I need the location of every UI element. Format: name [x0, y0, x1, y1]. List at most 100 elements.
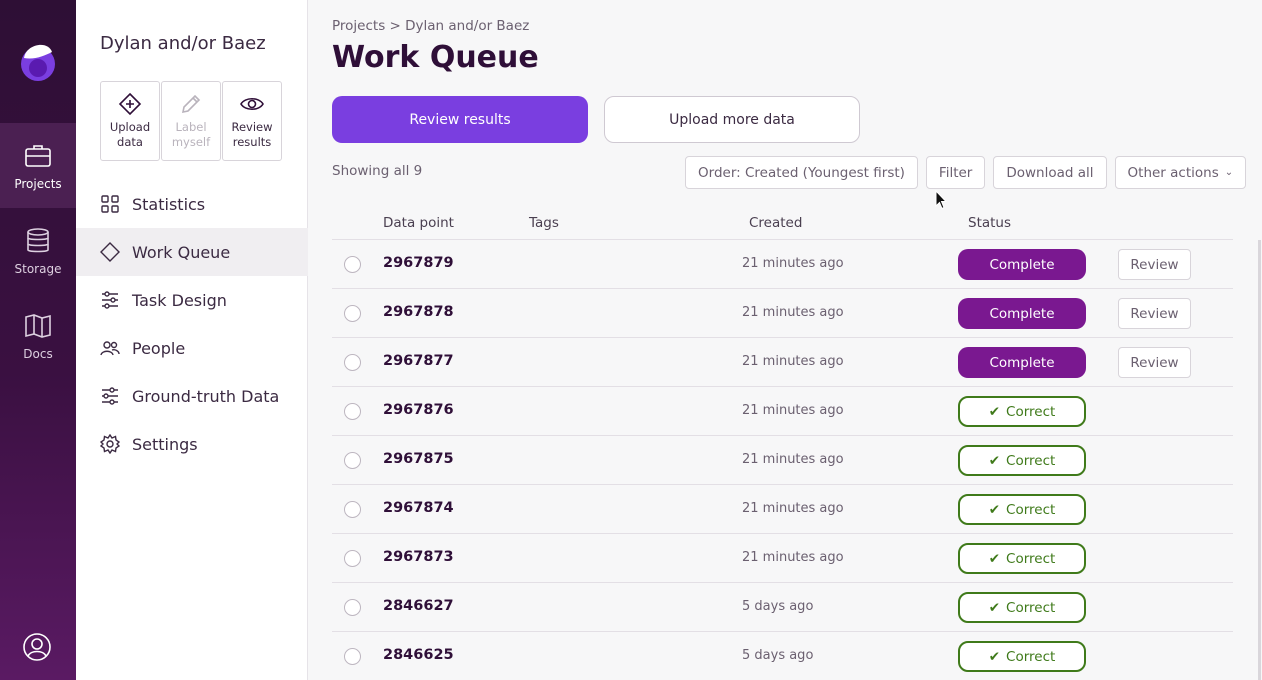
nav-label: Statistics: [132, 194, 206, 214]
table-row[interactable]: 2967876 21 minutes ago ✔ Correct: [332, 387, 1233, 436]
sliders-icon: [102, 387, 118, 405]
filter-button[interactable]: Filter: [925, 156, 986, 189]
upload-more-data-button[interactable]: Upload more data: [604, 96, 860, 143]
breadcrumb[interactable]: Projects > Dylan and/or Baez: [332, 18, 530, 34]
label-myself-button[interactable]: Label myself: [161, 81, 221, 161]
review-results-tool-button[interactable]: Review results: [222, 81, 282, 161]
eye-icon: [240, 97, 264, 111]
check-icon: ✔: [988, 550, 1001, 567]
nav-label: People: [132, 338, 186, 358]
table-row[interactable]: 2967873 21 minutes ago ✔ Correct: [332, 534, 1233, 583]
tool-label: Label myself: [171, 120, 211, 149]
created-time: 5 days ago: [742, 648, 814, 663]
rail-item-projects[interactable]: Projects: [0, 123, 76, 208]
nav-label: Work Queue: [132, 242, 231, 262]
data-point-id[interactable]: 2967878: [383, 304, 454, 320]
status-label: Correct: [1006, 501, 1056, 518]
table-row[interactable]: 2967877 21 minutes ago Complete Review: [332, 338, 1233, 387]
app-rail: Projects Storage Docs: [0, 0, 76, 680]
project-sidebar: Dylan and/or Baez Upload data Label myse…: [76, 0, 308, 680]
scrollbar[interactable]: [1258, 240, 1261, 680]
table-row[interactable]: 2967878 21 minutes ago Complete Review: [332, 289, 1233, 338]
table-header: Data point Tags Created Status: [332, 208, 1233, 240]
row-checkbox[interactable]: [344, 354, 361, 371]
database-icon: [27, 227, 49, 252]
created-time: 5 days ago: [742, 599, 814, 614]
order-dropdown[interactable]: Order: Created (Youngest first): [685, 156, 918, 189]
table-row[interactable]: 2967874 21 minutes ago ✔ Correct: [332, 485, 1233, 534]
nav-item-task-design[interactable]: Task Design: [76, 276, 308, 324]
row-checkbox[interactable]: [344, 501, 361, 518]
row-checkbox[interactable]: [344, 550, 361, 567]
status-badge: ✔ Correct: [958, 494, 1086, 525]
row-checkbox[interactable]: [344, 452, 361, 469]
data-point-id[interactable]: 2967876: [383, 402, 454, 418]
data-point-id[interactable]: 2967873: [383, 549, 454, 565]
nav-label: Task Design: [132, 290, 227, 310]
status-badge: Complete: [958, 298, 1086, 329]
table-row[interactable]: 2967879 21 minutes ago Complete Review: [332, 240, 1233, 289]
column-header-data-point[interactable]: Data point: [383, 215, 454, 231]
app-logo-icon[interactable]: [14, 38, 62, 86]
nav-item-people[interactable]: People: [76, 324, 308, 372]
mouse-cursor-icon: [935, 190, 947, 210]
row-checkbox[interactable]: [344, 648, 361, 665]
rail-item-docs[interactable]: Docs: [0, 293, 76, 378]
data-point-id[interactable]: 2846625: [383, 647, 454, 663]
column-header-tags[interactable]: Tags: [529, 215, 559, 231]
table-row[interactable]: 2846627 5 days ago ✔ Correct: [332, 583, 1233, 632]
nav-item-settings[interactable]: Settings: [76, 420, 308, 468]
column-header-status[interactable]: Status: [968, 215, 1012, 231]
gear-icon: [100, 434, 120, 454]
status-label: Complete: [989, 305, 1055, 322]
row-checkbox[interactable]: [344, 305, 361, 322]
nav-item-statistics[interactable]: Statistics: [76, 180, 308, 228]
status-badge: ✔ Correct: [958, 396, 1086, 427]
data-point-id[interactable]: 2967877: [383, 353, 454, 369]
data-point-id[interactable]: 2846627: [383, 598, 454, 614]
data-point-id[interactable]: 2967879: [383, 255, 454, 271]
nav-item-ground-truth-data[interactable]: Ground-truth Data: [76, 372, 308, 420]
status-label: Correct: [1006, 550, 1056, 567]
tool-label: Upload data: [109, 120, 151, 149]
review-results-button[interactable]: Review results: [332, 96, 588, 143]
tool-label: Review results: [231, 120, 273, 149]
plus-diamond-icon: [118, 92, 142, 116]
upload-data-button[interactable]: Upload data: [100, 81, 160, 161]
column-header-created[interactable]: Created: [749, 215, 803, 231]
review-button[interactable]: Review: [1118, 298, 1191, 329]
row-checkbox[interactable]: [344, 599, 361, 616]
status-label: Correct: [1006, 403, 1056, 420]
status-badge: ✔ Correct: [958, 543, 1086, 574]
created-time: 21 minutes ago: [742, 354, 844, 369]
project-tools: Upload data Label myself Review results: [100, 81, 283, 161]
other-actions-label: Other actions: [1127, 164, 1219, 181]
nav-item-work-queue[interactable]: Work Queue: [76, 228, 308, 276]
project-name: Dylan and/or Baez: [100, 33, 266, 54]
sliders-icon: [102, 291, 118, 309]
review-button[interactable]: Review: [1118, 249, 1191, 280]
review-button[interactable]: Review: [1118, 347, 1191, 378]
table-row[interactable]: 2967875 21 minutes ago ✔ Correct: [332, 436, 1233, 485]
pencil-icon: [181, 94, 201, 114]
briefcase-icon: [25, 144, 51, 167]
people-icon: [100, 341, 120, 356]
other-actions-dropdown[interactable]: Other actions ⌄: [1114, 156, 1247, 189]
row-checkbox[interactable]: [344, 256, 361, 273]
user-avatar-icon[interactable]: [22, 632, 52, 662]
rail-item-storage[interactable]: Storage: [0, 208, 76, 293]
row-checkbox[interactable]: [344, 403, 361, 420]
rail-item-label: Storage: [14, 261, 62, 276]
download-all-button[interactable]: Download all: [993, 156, 1107, 189]
data-point-id[interactable]: 2967874: [383, 500, 454, 516]
book-icon: [25, 313, 51, 338]
data-point-id[interactable]: 2967875: [383, 451, 454, 467]
status-label: Correct: [1006, 599, 1056, 616]
nav-label: Settings: [132, 434, 198, 454]
table-row[interactable]: 2846625 5 days ago ✔ Correct: [332, 632, 1233, 680]
status-label: Complete: [989, 256, 1055, 273]
status-label: Correct: [1006, 648, 1056, 665]
created-time: 21 minutes ago: [742, 256, 844, 271]
check-icon: ✔: [988, 599, 1001, 616]
created-time: 21 minutes ago: [742, 452, 844, 467]
